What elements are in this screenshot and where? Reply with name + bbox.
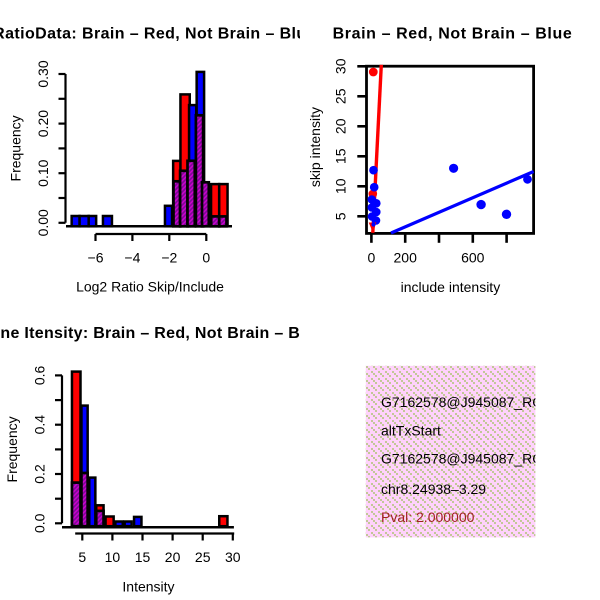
svg-text:0.6: 0.6 [32, 365, 48, 385]
svg-text:15: 15 [135, 549, 151, 565]
svg-text:600: 600 [461, 250, 485, 266]
svg-text:0.30: 0.30 [35, 60, 51, 87]
svg-text:RatioData: Brain – Red, Not Br: RatioData: Brain – Red, Not Brain – Blue [0, 25, 316, 42]
svg-text:−4: −4 [124, 250, 140, 266]
svg-text:15: 15 [333, 148, 349, 164]
svg-text:skip intensity: skip intensity [307, 107, 323, 187]
svg-text:0.20: 0.20 [35, 110, 51, 137]
svg-text:25: 25 [333, 88, 349, 104]
svg-text:200: 200 [394, 250, 418, 266]
svg-text:chr8.24938–3.29: chr8.24938–3.29 [381, 481, 486, 497]
svg-text:0: 0 [368, 250, 376, 266]
svg-text:20: 20 [165, 549, 181, 565]
svg-text:10: 10 [105, 549, 121, 565]
svg-text:5: 5 [78, 549, 86, 565]
svg-text:10: 10 [333, 178, 349, 194]
svg-text:0.0: 0.0 [32, 513, 48, 533]
svg-text:25: 25 [195, 549, 211, 565]
svg-text:20: 20 [333, 118, 349, 134]
svg-text:G7162578@J945087_RG12: G7162578@J945087_RG12 [381, 451, 559, 467]
svg-text:include intensity: include intensity [401, 279, 501, 295]
svg-text:0.00: 0.00 [35, 209, 51, 236]
svg-text:Gene Itensity: Brain – Red, No: Gene Itensity: Brain – Red, Not Brain – … [0, 325, 324, 342]
svg-text:Intensity: Intensity [122, 579, 174, 595]
svg-text:0.2: 0.2 [32, 464, 48, 484]
svg-text:30: 30 [333, 58, 349, 74]
svg-text:0: 0 [202, 250, 210, 266]
svg-text:Frequency: Frequency [4, 416, 20, 482]
svg-text:Log2 Ratio Skip/Include: Log2 Ratio Skip/Include [76, 279, 224, 295]
svg-text:Frequency: Frequency [8, 115, 24, 181]
svg-text:Brain – Red, Not Brain – Blue: Brain – Red, Not Brain – Blue [333, 26, 573, 43]
svg-text:30: 30 [225, 549, 241, 565]
svg-text:0.4: 0.4 [32, 415, 48, 435]
svg-text:G7162578@J945087_RG12: G7162578@J945087_RG12 [381, 394, 559, 410]
svg-text:altTxStart: altTxStart [381, 423, 441, 439]
svg-text:−6: −6 [88, 250, 104, 266]
svg-text:5: 5 [333, 212, 349, 220]
svg-text:−2: −2 [161, 250, 177, 266]
svg-text:0.10: 0.10 [35, 159, 51, 186]
svg-text:Pval: 2.000000: Pval: 2.000000 [381, 509, 475, 525]
